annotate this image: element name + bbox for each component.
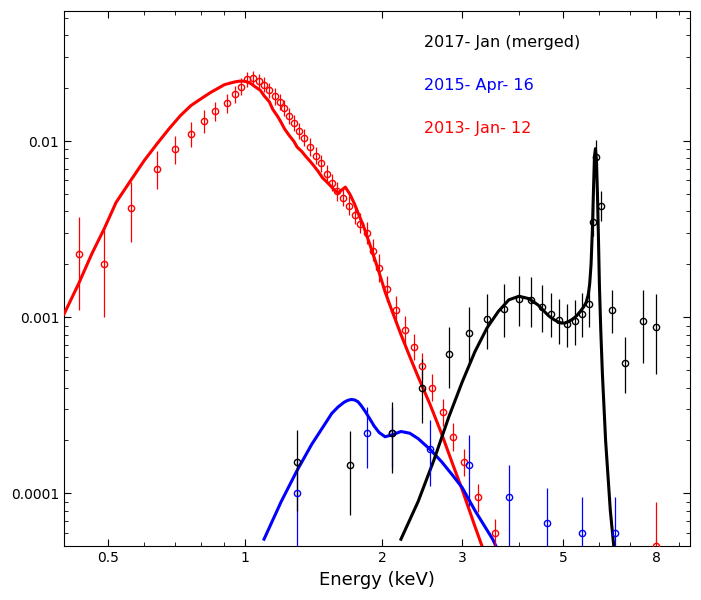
Text: 2015- Apr- 16: 2015- Apr- 16 (424, 78, 533, 93)
Text: 2017- Jan (merged): 2017- Jan (merged) (424, 35, 580, 50)
X-axis label: Energy (keV): Energy (keV) (319, 571, 435, 589)
Text: 2013- Jan- 12: 2013- Jan- 12 (424, 121, 531, 136)
